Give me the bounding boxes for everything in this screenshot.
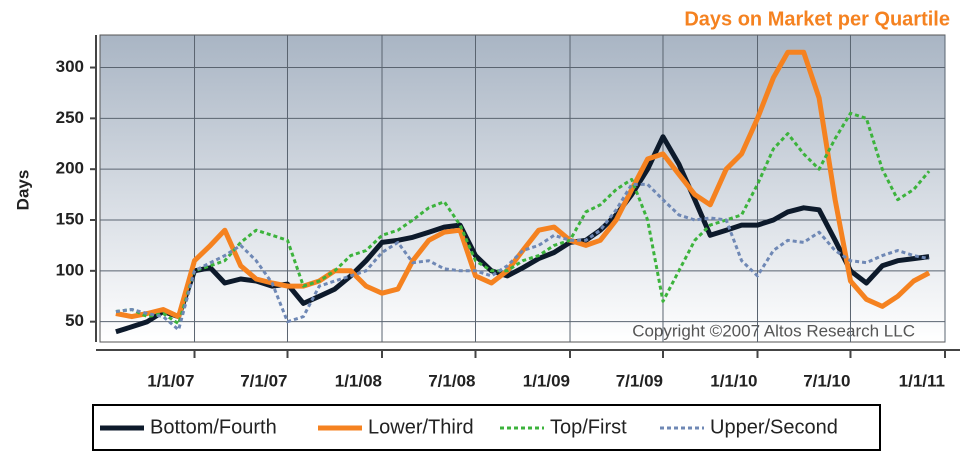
chart-title: Days on Market per Quartile	[684, 8, 950, 30]
line-series	[115, 182, 930, 332]
x-tick-label: 1/1/09	[523, 371, 570, 390]
legend-label: Lower/Third	[368, 416, 474, 438]
y-tick-label: 150	[56, 209, 84, 228]
x-tick-label: 7/1/10	[803, 371, 850, 390]
line-series	[115, 49, 931, 320]
legend-label: Upper/Second	[710, 416, 838, 438]
x-tick-label: 1/1/10	[710, 371, 757, 390]
y-axis-label: Days	[13, 170, 32, 211]
legend-label: Bottom/Fourth	[150, 416, 277, 438]
y-tick-label: 300	[56, 57, 84, 76]
copyright: Copyright ©2007 Altos Research LLC	[632, 321, 915, 340]
plot-area	[99, 34, 946, 343]
x-tick-label: 1/1/07	[147, 371, 194, 390]
legend-label: Top/First	[550, 416, 627, 438]
x-tick-label: 7/1/07	[240, 371, 287, 390]
x-tick-label: 7/1/09	[616, 371, 663, 390]
x-tick-label: 1/1/08	[335, 371, 382, 390]
line-series	[115, 111, 931, 326]
x-tick-label: 7/1/08	[428, 371, 475, 390]
y-tick-label: 100	[56, 260, 84, 279]
y-tick-label: 200	[56, 159, 84, 178]
line-series	[115, 134, 930, 335]
y-tick-label: 250	[56, 108, 84, 127]
legend	[92, 404, 881, 451]
y-tick-label: 50	[65, 311, 84, 330]
x-tick-label: 1/1/11	[899, 371, 945, 390]
